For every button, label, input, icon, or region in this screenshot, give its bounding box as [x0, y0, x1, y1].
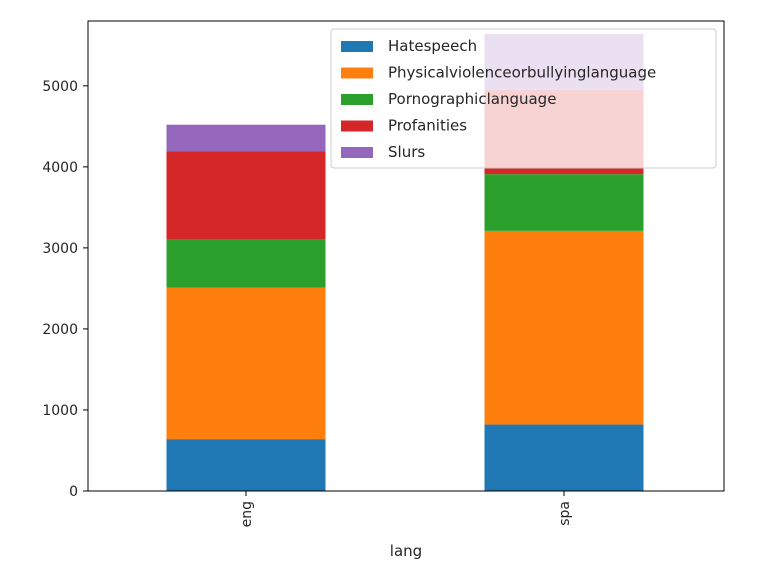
x-axis-label: lang: [390, 542, 422, 560]
legend-label: Pornographiclanguage: [388, 90, 556, 108]
bar-spa-series-0: [484, 424, 644, 491]
x-axis-ticks: eng spa: [239, 491, 573, 527]
legend-swatch: [341, 67, 373, 79]
bar-eng-series-3: [166, 151, 326, 240]
legend-box: [330, 28, 717, 169]
y-tick-label: 0: [69, 484, 78, 500]
bar-eng-series-4: [166, 124, 326, 152]
x-tick-label-eng: eng: [239, 501, 255, 527]
bar-eng-series-0: [166, 439, 326, 491]
legend-label: Profanities: [388, 117, 467, 135]
y-tick-label: 5000: [42, 79, 78, 95]
bar-spa-series-1: [484, 230, 644, 425]
bar-eng-series-2: [166, 239, 326, 288]
legend-swatch: [341, 147, 373, 158]
axes-group: [87, 20, 725, 492]
x-tick-label-spa: spa: [557, 501, 573, 526]
y-tick-label: 2000: [42, 322, 78, 338]
legend-label: Hatespeech: [388, 37, 477, 55]
legend-label: Physicalviolenceorbullyinglanguage: [388, 64, 656, 82]
plot-frame: [87, 20, 725, 492]
legend-swatch: [341, 120, 373, 132]
legend-swatch: [341, 41, 373, 52]
bar-spa-series-2: [484, 174, 644, 231]
bar-eng-series-1: [166, 287, 326, 440]
legend-swatch: [341, 94, 373, 105]
legend-label: Slurs: [388, 143, 425, 161]
y-axis-ticks: 0 1000 2000 3000 4000 5000: [42, 79, 88, 500]
legend: Hatespeech Physicalviolenceorbullyinglang…: [330, 28, 717, 169]
y-tick-label: 1000: [42, 403, 78, 419]
y-tick-label: 4000: [42, 160, 78, 176]
y-tick-label: 3000: [42, 241, 78, 257]
